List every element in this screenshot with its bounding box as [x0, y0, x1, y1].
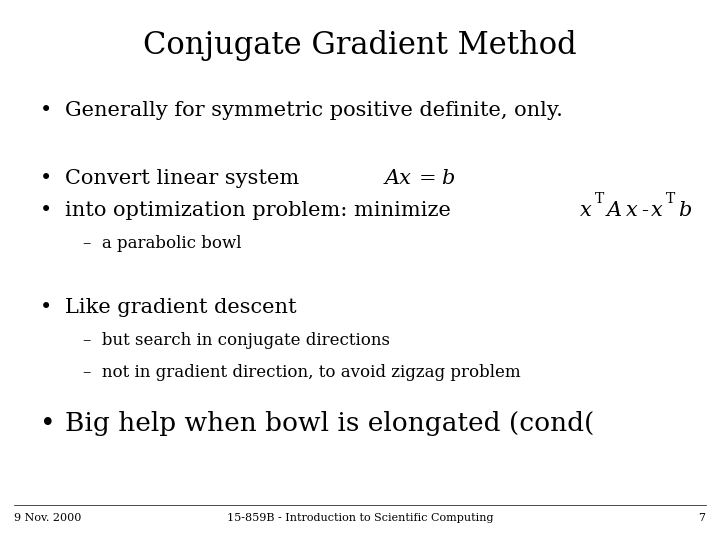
Text: •: •: [40, 201, 52, 220]
Text: Ax: Ax: [384, 168, 411, 188]
Text: Generally for symmetric positive definite, only.: Generally for symmetric positive definit…: [65, 101, 562, 120]
Text: T: T: [666, 192, 675, 206]
Text: 15-859B - Introduction to Scientific Computing: 15-859B - Introduction to Scientific Com…: [227, 514, 493, 523]
Text: •: •: [40, 298, 52, 318]
Text: 7: 7: [698, 514, 706, 523]
Text: -: -: [642, 201, 649, 220]
Text: T: T: [595, 192, 604, 206]
Text: •: •: [40, 101, 52, 120]
Text: Conjugate Gradient Method: Conjugate Gradient Method: [143, 30, 577, 60]
Text: x: x: [626, 201, 638, 220]
Text: 9 Nov. 2000: 9 Nov. 2000: [14, 514, 82, 523]
Text: Convert linear system: Convert linear system: [65, 168, 312, 188]
Text: b: b: [441, 168, 455, 188]
Text: •: •: [40, 168, 52, 188]
Text: –  a parabolic bowl: – a parabolic bowl: [83, 234, 241, 252]
Text: •: •: [40, 411, 55, 436]
Text: into optimization problem: minimize: into optimization problem: minimize: [65, 201, 464, 220]
Text: –  not in gradient direction, to avoid zigzag problem: – not in gradient direction, to avoid zi…: [83, 364, 521, 381]
Text: b: b: [678, 201, 691, 220]
Text: Like gradient descent: Like gradient descent: [65, 298, 297, 318]
Text: x: x: [580, 201, 592, 220]
Text: Big help when bowl is elongated (cond(: Big help when bowl is elongated (cond(: [65, 411, 594, 436]
Text: –  but search in conjugate directions: – but search in conjugate directions: [83, 332, 390, 349]
Text: x: x: [651, 201, 662, 220]
Text: A: A: [607, 201, 622, 220]
Text: =: =: [419, 168, 436, 188]
